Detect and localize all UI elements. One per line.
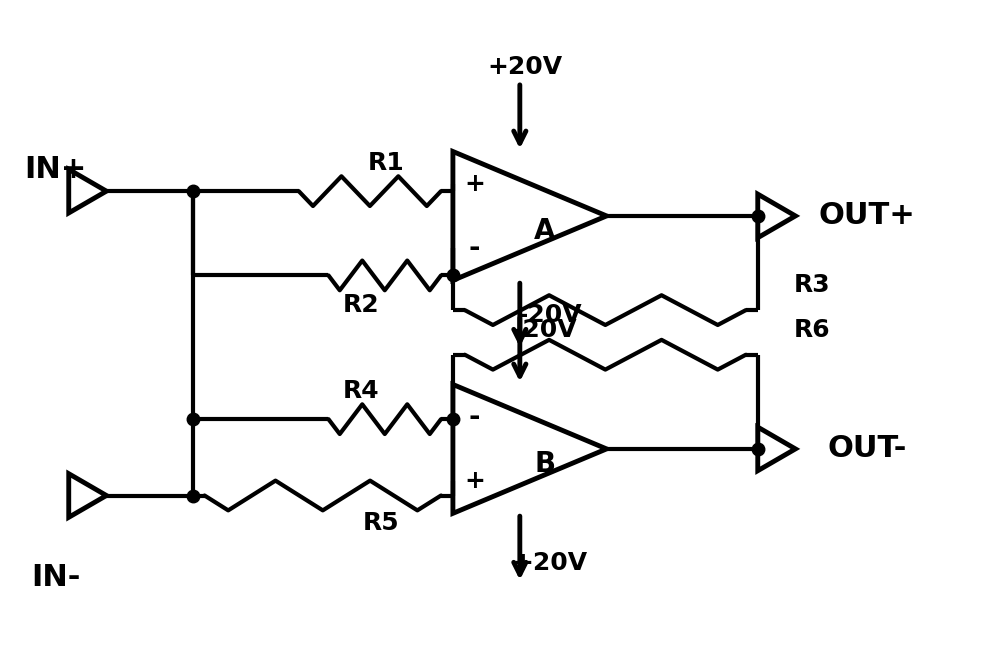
Text: IN-: IN-: [31, 563, 81, 592]
Text: +: +: [464, 172, 485, 196]
Text: +: +: [464, 469, 485, 493]
Text: -20V: -20V: [512, 318, 577, 342]
Text: OUT+: OUT+: [818, 202, 915, 231]
Text: +20V: +20V: [512, 551, 587, 575]
Text: B: B: [534, 450, 555, 478]
Text: A: A: [534, 217, 555, 245]
Text: -: -: [469, 234, 480, 262]
Text: R5: R5: [363, 511, 399, 536]
Text: +20V: +20V: [487, 55, 562, 79]
Text: R2: R2: [343, 293, 380, 317]
Text: -20V: -20V: [517, 303, 582, 327]
Text: R6: R6: [794, 318, 831, 342]
Text: OUT-: OUT-: [827, 434, 907, 463]
Text: IN+: IN+: [25, 155, 87, 184]
Text: R3: R3: [794, 273, 831, 297]
Text: -: -: [469, 402, 480, 431]
Text: R1: R1: [368, 151, 404, 175]
Text: R4: R4: [343, 379, 380, 403]
